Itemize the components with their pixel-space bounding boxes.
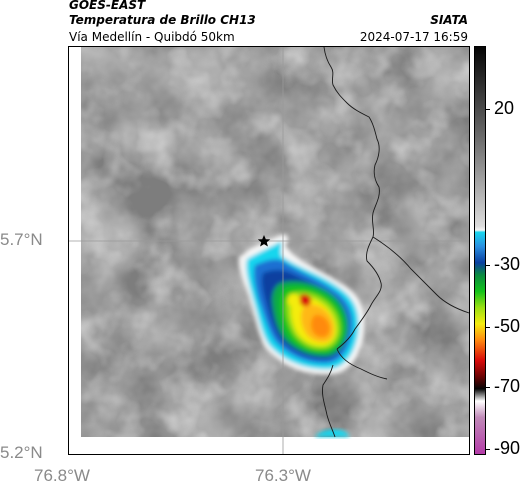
- route-subtitle: Vía Medellín - Quibdó 50km: [69, 30, 235, 44]
- colorbar-label: -50: [494, 316, 521, 336]
- small-cloud-cell: [315, 429, 349, 437]
- colorbar-tick: [486, 387, 490, 388]
- colorbar-label: 20: [494, 98, 515, 118]
- x-tick-label: 76.8°W: [34, 466, 90, 485]
- colorbar-label: -30: [494, 254, 521, 274]
- river-line: [322, 364, 336, 438]
- colorbar-tick: [486, 327, 490, 328]
- satellite-map[interactable]: [68, 46, 470, 455]
- colorbar-label: -70: [494, 376, 521, 396]
- colorbar-label: -90: [494, 438, 521, 458]
- org-label: SIATA: [430, 13, 468, 27]
- satellite-title: GOES-EAST: [69, 0, 146, 12]
- star-icon: [257, 235, 271, 247]
- product-title: Temperatura de Brillo CH13: [69, 13, 256, 27]
- y-tick-label: 5.7°N: [0, 230, 43, 249]
- colorbar-tick: [486, 449, 490, 450]
- colorbar-tick: [486, 109, 490, 110]
- map-canvas: [69, 47, 469, 454]
- x-tick-label: 76.3°W: [255, 466, 311, 485]
- datetime-label: 2024-07-17 16:59: [359, 30, 468, 44]
- border-line-east: [372, 236, 469, 314]
- border-line: [323, 47, 382, 350]
- colorbar-tick: [486, 265, 490, 266]
- y-tick-label: 5.2°N: [0, 443, 43, 462]
- border-line-south: [336, 348, 388, 380]
- colorbar: [474, 46, 486, 455]
